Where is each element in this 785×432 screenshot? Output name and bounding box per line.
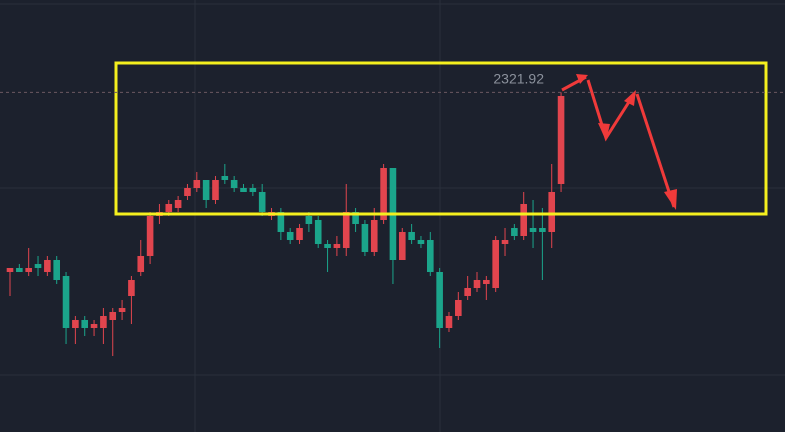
candle-body xyxy=(342,212,350,248)
arrow xyxy=(635,93,676,208)
candle-body xyxy=(25,268,32,272)
candle-body xyxy=(520,204,527,236)
candle-body xyxy=(417,240,425,244)
candle-body xyxy=(165,204,173,212)
candle-body xyxy=(34,264,42,268)
candle-body xyxy=(501,240,509,244)
candle-body xyxy=(137,256,145,272)
candle-body xyxy=(427,240,434,272)
candles xyxy=(6,92,565,356)
candle-body xyxy=(72,320,79,328)
candle-body xyxy=(193,180,201,188)
candle-body xyxy=(455,300,462,316)
candle-body xyxy=(464,288,471,296)
candle-body xyxy=(277,212,285,232)
arrow-head xyxy=(664,189,677,210)
candle-body xyxy=(473,280,481,288)
candle-body xyxy=(212,180,219,200)
candle-body xyxy=(408,232,415,240)
candle-body xyxy=(81,320,89,328)
candle-body xyxy=(128,280,135,296)
candle-body xyxy=(352,212,359,224)
candle-body xyxy=(62,276,70,328)
arrow-heads xyxy=(576,74,677,210)
candle-body xyxy=(548,192,556,232)
candle-body xyxy=(174,200,182,208)
candle-body xyxy=(380,168,387,220)
candle-body xyxy=(6,268,14,272)
candle-body xyxy=(445,316,453,328)
candle-body xyxy=(324,244,331,248)
candle-body xyxy=(90,324,98,328)
candle-body xyxy=(296,228,303,240)
highlight-box xyxy=(114,61,768,216)
candle-body xyxy=(118,308,126,312)
candle-body xyxy=(221,176,229,180)
arrow-head xyxy=(598,123,610,141)
candle-body xyxy=(44,260,51,272)
candle-body xyxy=(240,188,247,192)
candle-body xyxy=(53,260,60,280)
candle-body xyxy=(258,192,266,212)
candle-body xyxy=(146,216,154,256)
candle-body xyxy=(361,224,369,252)
candle-body xyxy=(184,188,191,196)
candle-body xyxy=(398,232,406,260)
price-label: 2321.92 xyxy=(493,71,544,87)
candle-body xyxy=(436,272,443,328)
candle-body xyxy=(539,228,546,232)
candle-body xyxy=(370,220,378,252)
candle-body xyxy=(492,240,499,288)
candle-body xyxy=(511,228,518,236)
candle-body xyxy=(529,228,537,232)
candle-body xyxy=(249,188,257,192)
arrow xyxy=(586,79,636,142)
candle-body xyxy=(16,268,23,272)
candle-body xyxy=(333,244,341,248)
candle-body xyxy=(109,312,117,320)
candle-body xyxy=(557,96,565,184)
candle-body xyxy=(314,220,322,244)
candle-body xyxy=(483,280,490,284)
candle-body xyxy=(305,216,313,224)
candle-body xyxy=(202,180,210,200)
candle-body xyxy=(286,232,294,240)
arrow-head xyxy=(624,90,636,106)
arrow-head xyxy=(576,74,588,84)
candle-body xyxy=(230,180,238,188)
candle-body xyxy=(100,316,107,328)
